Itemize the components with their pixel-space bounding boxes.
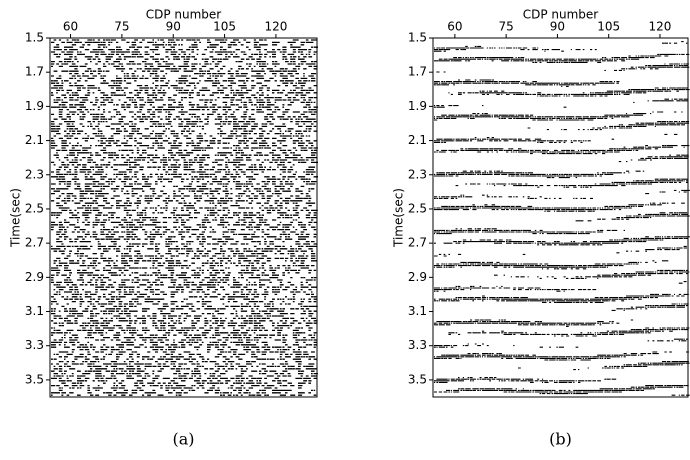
x-axis-title: CDP number [146,8,222,22]
y-tick-label: 3.3 [408,338,427,352]
y-tick-label: 2.5 [408,201,427,215]
y-tick-label: 2.9 [408,270,427,284]
x-tick-label: 75 [499,20,514,34]
trace-texture [434,41,690,396]
x-tick-label: 90 [550,20,565,34]
y-tick-label: 2.3 [408,167,427,181]
y-tick-label: 3.1 [408,304,427,318]
x-tick-label: 60 [447,20,462,34]
y-tick-label: 1.7 [25,65,44,79]
y-axis-title: Time(sec) [392,188,406,248]
x-tick-label: 90 [166,20,181,34]
y-tick-label: 2.1 [408,133,427,147]
y-tick-label: 2.9 [25,270,44,284]
y-axis-title: Time(sec) [9,188,23,248]
y-tick-label: 1.7 [408,65,427,79]
y-tick-label: 1.9 [25,99,44,113]
y-tick-label: 2.7 [408,236,427,250]
y-tick-label: 3.3 [25,338,44,352]
x-tick-label: 105 [213,20,236,34]
y-tick-label: 1.5 [408,31,427,45]
y-tick-label: 3.5 [25,372,44,386]
caption: (a) [172,430,194,449]
plot-frame [49,37,318,398]
y-tick-label: 3.1 [25,304,44,318]
x-tick-label: 75 [114,20,129,34]
y-tick-label: 2.7 [25,236,44,250]
x-tick-label: 120 [264,20,287,34]
y-tick-label: 3.5 [408,372,427,386]
y-tick-label: 2.3 [25,167,44,181]
y-tick-label: 1.5 [25,31,44,45]
y-tick-label: 2.1 [25,133,44,147]
x-tick-label: 120 [649,20,672,34]
caption: (b) [549,430,572,449]
x-tick-label: 105 [597,20,620,34]
trace-texture [51,39,318,396]
y-tick-label: 1.9 [408,99,427,113]
x-axis-title: CDP number [523,8,599,22]
plot-frame [432,37,689,398]
x-tick-label: 60 [63,20,78,34]
y-tick-label: 2.5 [25,201,44,215]
